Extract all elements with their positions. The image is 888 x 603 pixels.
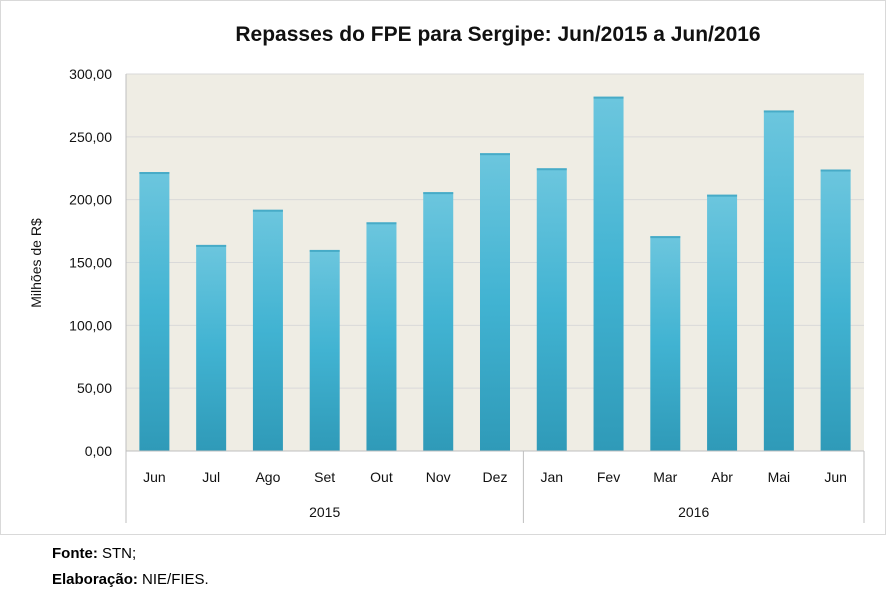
x-tick-label: Dez (483, 469, 508, 485)
y-axis-label: Milhões de R$ (28, 218, 44, 308)
credit-value: NIE/FIES. (137, 571, 209, 588)
source-line: Fonte: STN; (52, 541, 209, 567)
group-label: 2015 (309, 504, 340, 520)
bar-cap (707, 194, 738, 197)
x-tick-label: Fev (597, 469, 620, 485)
bar-cap (423, 192, 454, 195)
bar (480, 153, 510, 452)
bar-cap (480, 153, 510, 156)
source-value: STN; (97, 545, 137, 562)
bar (707, 194, 738, 451)
chart-footer: Fonte: STN; Elaboração: NIE/FIES. (52, 541, 209, 593)
x-tick-label: Jun (824, 469, 847, 485)
x-tick-label: Abr (711, 469, 733, 485)
bar (139, 172, 170, 451)
x-tick-label: Ago (255, 469, 280, 485)
x-tick-label: Out (370, 469, 393, 485)
bar (650, 236, 681, 451)
y-tick-label: 300,00 (69, 66, 112, 82)
bar-cap (366, 222, 397, 225)
y-tick-label: 0,00 (85, 443, 112, 459)
x-tick-label: Jul (202, 469, 220, 485)
bars (139, 96, 851, 452)
chart-frame: 0,00 50,00 100,00 150,00 200,00 250,00 300,00 J… (0, 0, 886, 535)
bar-cap (650, 236, 681, 239)
x-tick-label: Jun (143, 469, 166, 485)
y-tick-label: 100,00 (69, 317, 112, 333)
bar-cap (139, 172, 170, 175)
x-tick-label: Nov (426, 469, 451, 485)
credit-line: Elaboração: NIE/FIES. (52, 567, 209, 593)
bar-cap (593, 96, 624, 99)
bar (423, 192, 454, 452)
y-tick-label: 200,00 (69, 192, 112, 208)
axes: 0,00 50,00 100,00 150,00 200,00 250,00 300,00 J… (69, 66, 865, 523)
bar (252, 209, 283, 451)
bar-cap (763, 110, 794, 113)
bar (196, 244, 227, 451)
credit-label: Elaboração: (52, 571, 138, 588)
bar (820, 169, 851, 452)
source-label: Fonte: (52, 545, 98, 562)
bar (366, 222, 397, 451)
x-tick-label: Mar (653, 469, 677, 485)
bar-cap (252, 209, 283, 212)
bar-cap (536, 168, 567, 171)
x-tick-label: Set (314, 469, 335, 485)
y-tick-label: 150,00 (69, 255, 112, 271)
y-tick-label: 50,00 (77, 380, 112, 396)
bar (536, 168, 567, 451)
x-tick-label: Jan (540, 469, 563, 485)
bar (309, 249, 340, 451)
bar-cap (196, 244, 227, 247)
bar (763, 110, 794, 452)
bar-chart: 0,00 50,00 100,00 150,00 200,00 250,00 300,00 J… (28, 23, 865, 523)
bar-cap (309, 249, 340, 252)
chart-title: Repasses do FPE para Sergipe: Jun/2015 a… (235, 23, 760, 46)
bar-cap (820, 169, 851, 172)
y-tick-label: 250,00 (69, 129, 112, 145)
bar (593, 96, 624, 452)
x-tick-label: Mai (768, 469, 791, 485)
group-label: 2016 (678, 504, 709, 520)
